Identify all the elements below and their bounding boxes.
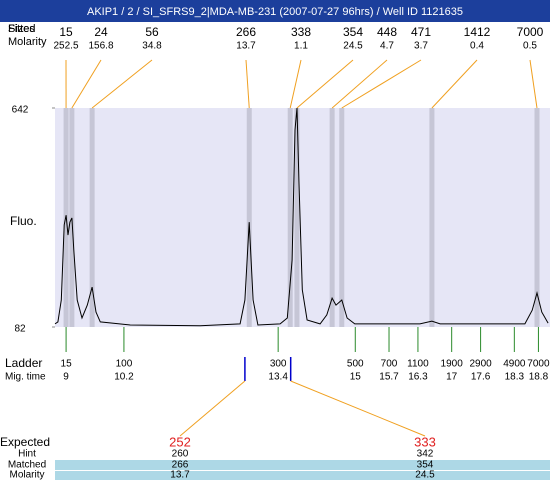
ladder-time: 15.7 xyxy=(379,372,399,383)
expected-matched: 354 xyxy=(417,460,434,471)
ladder-time: 15 xyxy=(350,372,362,383)
expected-row-label: Expected xyxy=(0,435,50,449)
peak-connector xyxy=(245,59,250,109)
peak-molarity: 0.5 xyxy=(523,41,537,52)
ladder-size: 1100 xyxy=(407,359,429,370)
ladder-size: 15 xyxy=(61,359,73,370)
peak-molarity: 13.7 xyxy=(236,41,256,52)
ladder-size: 4900 xyxy=(503,359,526,370)
matched-band xyxy=(55,460,550,470)
y-tick-label: 642 xyxy=(12,105,29,116)
expected-molarity: 13.7 xyxy=(170,470,190,480)
peak-band xyxy=(294,108,300,327)
peak-connector xyxy=(71,59,102,109)
peak-connector xyxy=(331,59,388,109)
peak-molarity: 24.5 xyxy=(343,41,363,52)
peak-size: 471 xyxy=(411,25,431,39)
peak-molarity: 156.8 xyxy=(88,41,113,52)
y-tick-label: 82 xyxy=(14,324,26,335)
peak-connector xyxy=(296,59,354,109)
ladder-size: 500 xyxy=(347,359,364,370)
expected-row-label: Hint xyxy=(18,449,36,460)
peak-connector xyxy=(289,59,302,109)
expected-molarity: 24.5 xyxy=(415,470,435,480)
peak-connector xyxy=(341,59,422,109)
peak-connector xyxy=(91,59,153,109)
peak-band xyxy=(246,108,252,327)
peak-molarity: 4.7 xyxy=(380,41,394,52)
ladder-size: 100 xyxy=(116,359,133,370)
ladder-time: 17.6 xyxy=(471,372,491,383)
ladder-size: 700 xyxy=(381,359,398,370)
expected-connector xyxy=(290,380,426,437)
peak-band xyxy=(339,108,345,327)
ladder-time: 18.3 xyxy=(505,372,525,383)
expected-hint: 342 xyxy=(417,449,434,460)
peak-size: 266 xyxy=(236,25,256,39)
ladder-time: 9 xyxy=(63,372,69,383)
ladder-size: 7000 xyxy=(527,359,550,370)
y-axis-label: Fluo. xyxy=(10,214,37,228)
peak-connector xyxy=(529,59,538,109)
molarity-band xyxy=(55,471,550,480)
ladder-time: 16.3 xyxy=(408,372,428,383)
peak-size: 1412 xyxy=(464,25,491,39)
ladder-time: 10.2 xyxy=(114,372,134,383)
peak-molarity: 252.5 xyxy=(53,41,78,52)
peak-band xyxy=(534,108,540,327)
peak-band xyxy=(287,108,293,327)
expected-expected: 333 xyxy=(414,434,436,449)
peak-molarity: 34.8 xyxy=(142,41,162,52)
peak-size: 448 xyxy=(377,25,397,39)
peak-molarity: 3.7 xyxy=(414,41,428,52)
ladder-time: 13.4 xyxy=(268,372,288,383)
ladder-time: 17 xyxy=(446,372,458,383)
expected-hint: 260 xyxy=(172,449,189,460)
peak-size: 7000 xyxy=(517,25,544,39)
ladder-label: Ladder xyxy=(5,356,42,370)
peak-band xyxy=(69,108,75,327)
peak-molarity: 1.1 xyxy=(294,41,308,52)
expected-row-label: Matched xyxy=(8,460,46,471)
expected-connector xyxy=(179,380,246,437)
fitted-label: Fitted xyxy=(8,23,36,35)
expected-expected: 252 xyxy=(169,434,191,449)
ladder-size: 300 xyxy=(270,359,287,370)
ladder-time: 18.8 xyxy=(529,372,549,383)
peak-band xyxy=(89,108,95,327)
peak-band xyxy=(329,108,335,327)
title-bar xyxy=(0,0,550,22)
peak-size: 354 xyxy=(343,25,363,39)
expected-row-label: Molarity xyxy=(9,470,44,480)
peak-size: 15 xyxy=(59,25,73,39)
ladder-size: 2900 xyxy=(469,359,492,370)
mig-time-label: Mig. time xyxy=(5,372,46,383)
peak-size: 56 xyxy=(145,25,159,39)
sizes-label: Sizes xyxy=(8,23,35,35)
molarity-label: Molarity xyxy=(8,36,47,48)
trace xyxy=(54,107,549,327)
expected-matched: 266 xyxy=(172,460,189,471)
peak-connector xyxy=(431,59,478,109)
title: AKIP1 / 2 / SI_SFRS9_2|MDA-MB-231 (2007-… xyxy=(87,6,463,18)
peak-band xyxy=(429,108,435,327)
peak-size: 338 xyxy=(291,25,311,39)
ladder-size: 1900 xyxy=(441,359,464,370)
peak-molarity: 0.4 xyxy=(470,41,484,52)
peak-size: 24 xyxy=(94,25,108,39)
